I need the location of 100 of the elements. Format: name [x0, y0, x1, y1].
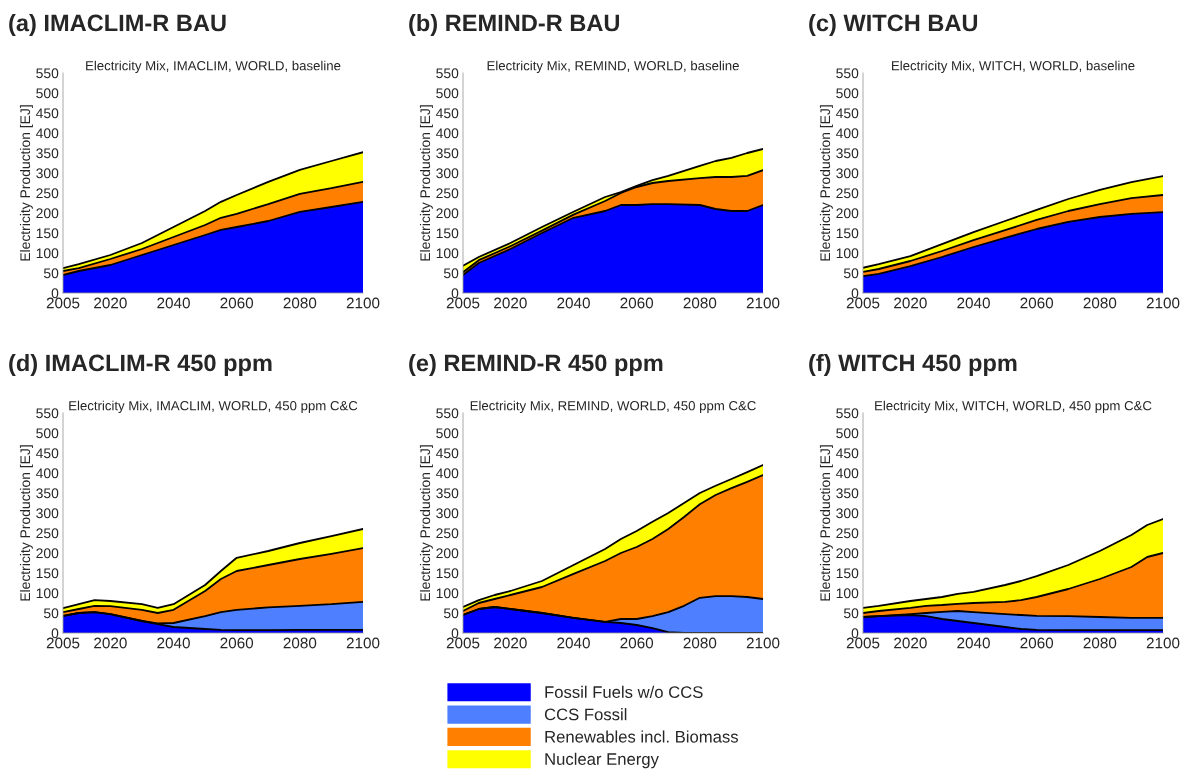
y-tick-label: 100: [436, 588, 459, 599]
y-tick-label: 500: [836, 428, 859, 439]
legend-label: Nuclear Energy: [545, 752, 659, 769]
y-tick-label: 250: [436, 528, 459, 539]
x-tick-label: 2060: [220, 297, 254, 309]
chart-title: (a) IMACLIM-R BAU: [9, 14, 226, 37]
y-tick-label: 500: [436, 428, 459, 439]
y-tick-label: 350: [436, 488, 459, 499]
x-tick-label: 2100: [746, 297, 780, 309]
x-tick-label: 2080: [683, 637, 717, 649]
chart-subtitle: Electricity Mix, REMIND, WORLD, 450 ppm C&C: [470, 400, 756, 413]
y-tick-label: 300: [36, 168, 59, 179]
y-tick-label: 50: [443, 608, 459, 619]
y-tick-label: 450: [35, 448, 59, 459]
x-tick-label: 2020: [94, 637, 127, 649]
y-tick-label: 0: [451, 288, 459, 299]
x-tick-label: 2060: [620, 297, 654, 309]
x-tick-label: 2100: [346, 637, 380, 649]
legend-label: Fossil Fuels w/o CCS: [545, 685, 703, 698]
x-tick-label: 2040: [157, 637, 190, 649]
chart-title: (d) IMACLIM-R 450 ppm: [9, 354, 272, 377]
x-tick-label: 2080: [1083, 297, 1117, 309]
legend-label: CCS Fossil: [544, 708, 627, 721]
chart-subtitle: Electricity Mix, REMIND, WORLD, baseline: [487, 60, 739, 73]
x-tick-label: 2020: [894, 637, 927, 649]
y-tick-label: 500: [36, 428, 59, 439]
y-tick-label: 450: [435, 448, 459, 459]
y-tick-label: 0: [851, 628, 859, 639]
x-tick-label: 2060: [620, 637, 654, 649]
y-tick-label: 400: [435, 128, 459, 139]
y-tick-label: 200: [36, 548, 59, 559]
chart-title: (f) WITCH 450 ppm: [809, 354, 1017, 377]
y-tick-label: 50: [843, 268, 859, 279]
y-tick-label: 300: [836, 168, 859, 179]
y-tick-label: 450: [835, 448, 859, 459]
x-tick-label: 2040: [557, 637, 590, 649]
chart-subtitle: Electricity Mix, IMACLIM, WORLD, baseline: [86, 60, 341, 73]
y-tick-label: 250: [36, 528, 59, 539]
chart-title: (e) REMIND-R 450 ppm: [409, 354, 663, 377]
y-tick-label: 100: [436, 248, 459, 259]
y-tick-label: 200: [836, 208, 859, 219]
y-tick-label: 200: [436, 208, 459, 219]
y-tick-label: 100: [36, 588, 59, 599]
x-tick-label: 2100: [1146, 637, 1180, 649]
y-tick-label: 300: [436, 508, 459, 519]
y-tick-label: 550: [36, 408, 59, 419]
y-tick-label: 150: [436, 568, 459, 579]
y-axis-title: Electricity Production [EJ]: [819, 105, 833, 261]
x-tick-label: 2100: [746, 637, 780, 649]
y-tick-label: 300: [36, 508, 59, 519]
y-tick-label: 400: [35, 468, 59, 479]
x-tick-label: 2100: [1146, 297, 1180, 309]
y-tick-label: 150: [836, 228, 859, 239]
y-tick-label: 550: [836, 408, 859, 419]
y-tick-label: 550: [436, 408, 459, 419]
x-tick-label: 2020: [494, 637, 527, 649]
y-tick-label: 450: [35, 108, 59, 119]
chart-subtitle: Electricity Mix, WITCH, WORLD, baseline: [892, 60, 1135, 73]
x-tick-label: 2080: [1083, 637, 1117, 649]
y-tick-label: 550: [836, 68, 859, 79]
y-tick-label: 350: [36, 148, 59, 159]
y-tick-label: 250: [36, 188, 59, 199]
y-tick-label: 0: [851, 288, 859, 299]
chart-title: (b) REMIND-R BAU: [409, 14, 620, 37]
y-tick-label: 400: [835, 468, 859, 479]
chart-subtitle: Electricity Mix, WITCH, WORLD, 450 ppm C&C: [875, 400, 1152, 413]
y-axis-title: Electricity Production [EJ]: [419, 105, 433, 261]
x-tick-label: 2080: [283, 637, 317, 649]
x-tick-label: 2005: [846, 637, 880, 649]
y-tick-label: 0: [451, 628, 459, 639]
y-tick-label: 100: [836, 588, 859, 599]
x-tick-label: 2005: [446, 297, 480, 309]
y-tick-label: 400: [435, 468, 459, 479]
y-tick-label: 300: [836, 508, 859, 519]
y-tick-label: 50: [43, 268, 59, 279]
y-axis-title: Electricity Production [EJ]: [819, 445, 833, 601]
x-tick-label: 2080: [283, 297, 317, 309]
x-tick-label: 2060: [1020, 637, 1054, 649]
x-tick-label: 2080: [683, 297, 717, 309]
y-tick-label: 500: [436, 88, 459, 99]
x-tick-label: 2100: [346, 297, 380, 309]
y-tick-label: 550: [436, 68, 459, 79]
x-tick-label: 2020: [94, 297, 127, 309]
y-axis-title: Electricity Production [EJ]: [19, 105, 33, 261]
x-tick-label: 2040: [957, 637, 990, 649]
x-tick-label: 2040: [957, 297, 990, 309]
y-tick-label: 250: [436, 188, 459, 199]
chart-subtitle: Electricity Mix, IMACLIM, WORLD, 450 ppm C&C: [69, 400, 358, 413]
y-tick-label: 50: [443, 268, 459, 279]
x-tick-label: 2020: [494, 297, 527, 309]
y-tick-label: 0: [51, 288, 59, 299]
x-tick-label: 2040: [557, 297, 590, 309]
y-axis-title: Electricity Production [EJ]: [19, 445, 33, 601]
y-tick-label: 500: [836, 88, 859, 99]
y-tick-label: 400: [35, 128, 59, 139]
y-tick-label: 100: [836, 248, 859, 259]
y-tick-label: 150: [36, 568, 59, 579]
x-tick-label: 2005: [446, 637, 480, 649]
y-tick-label: 150: [836, 568, 859, 579]
x-tick-label: 2060: [1020, 297, 1054, 309]
